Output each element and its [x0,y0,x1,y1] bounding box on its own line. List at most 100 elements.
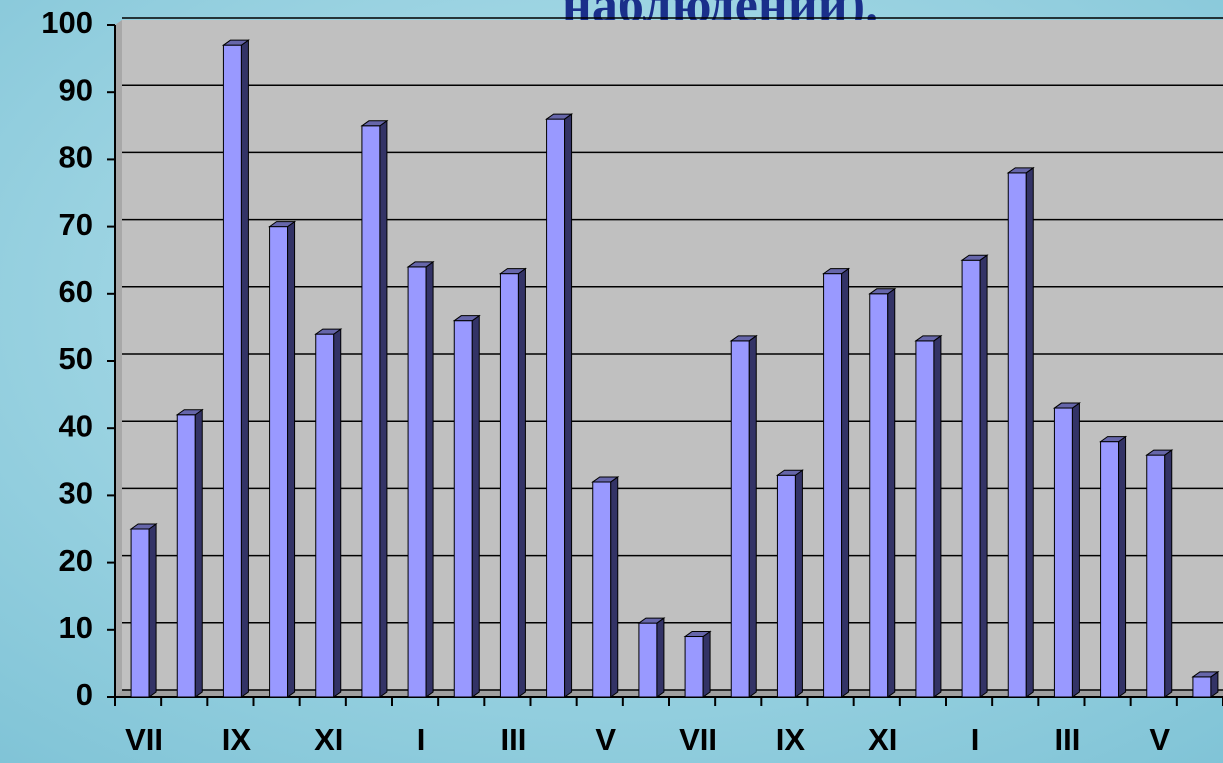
bar [1191,670,1220,698]
x-tick-label: III [500,722,526,757]
bar [129,523,158,698]
y-tick-label: 0 [76,677,93,712]
bar-side [240,39,249,698]
bar-front [730,340,750,698]
bar-front [776,474,796,698]
bar-side [841,267,850,698]
x-tick-label: VII [679,722,717,757]
bar-top [314,328,343,335]
bar [775,469,804,698]
bar-side [379,119,388,698]
bar-front [407,266,427,698]
y-tick-label: 80 [59,140,93,175]
bar-front [961,259,981,698]
bar [406,260,435,698]
bar-side [1071,402,1080,698]
x-tick-label: V [595,722,616,757]
bar [637,617,666,698]
bar [729,334,758,698]
bar [960,254,989,698]
bar [452,314,481,698]
bar-front [130,528,150,698]
bar-side [148,523,157,698]
bar [221,39,250,698]
bar [1145,449,1174,698]
bar-side [425,260,434,698]
y-tick-label: 30 [59,476,93,511]
bar-front [546,118,566,698]
bar-top [637,617,666,624]
bar-top [498,268,527,275]
bar-front [222,44,242,698]
bar-side [471,314,480,698]
bar-top [1052,402,1081,409]
bar-top [914,335,943,342]
bar-top [545,113,574,120]
bar [683,630,712,698]
bar [360,119,389,698]
x-tick-label: IX [776,722,806,757]
bar [914,334,943,698]
bar-side [1025,166,1034,698]
bar-front [869,293,889,698]
bar-front [1100,441,1120,698]
bar-top [960,254,989,261]
y-tick-label: 100 [41,5,93,40]
x-tick-label: XI [868,722,897,757]
bar-top [1099,436,1128,443]
bar-top [1145,449,1174,456]
bar-side [1164,449,1173,698]
bar-side [979,254,988,698]
bar-top [221,39,250,46]
bar [1006,166,1035,698]
bar-side [748,334,757,698]
bar-side [794,469,803,698]
y-tick-label: 70 [59,207,93,242]
bar-front [915,340,935,698]
bar-top [775,469,804,476]
bar-front [592,481,612,698]
bar-front [823,273,843,698]
bar-side [702,630,711,698]
y-tick-label: 20 [59,543,93,578]
bar-side [194,408,203,698]
bar-front [269,226,289,698]
bar-side [887,287,896,698]
y-tick-label: 10 [59,610,93,645]
plot-area [122,20,1223,697]
bar-front [1146,454,1166,698]
x-tick-label: VII [125,722,163,757]
bar [822,267,851,698]
bar-side [564,113,573,698]
bar-side [517,267,526,698]
bar-top [729,335,758,342]
bar-front [1192,676,1212,698]
bar-front [499,273,519,698]
x-tick-label: XI [314,722,343,757]
bar [591,475,620,698]
y-tick-label: 90 [59,72,93,107]
bar-side [287,220,296,698]
x-tick-label: V [1149,722,1170,757]
bar-side [933,334,942,698]
bar [498,267,527,698]
bar-top [868,288,897,295]
bar [545,113,574,698]
bar-side [610,475,619,698]
bar-top [822,268,851,275]
bar-top [129,523,158,530]
bar-front [1007,172,1027,698]
bar-side [333,328,342,698]
bar [314,328,343,698]
bar-top [268,221,297,228]
bar [868,287,897,698]
bar-side [1118,435,1127,698]
x-tick-label: I [971,722,980,757]
y-tick-label: 40 [59,408,93,443]
bar [1052,402,1081,698]
bar-front [315,333,335,698]
bar-front [176,414,196,698]
y-tick-label: 60 [59,274,93,309]
bar-side [656,617,665,698]
